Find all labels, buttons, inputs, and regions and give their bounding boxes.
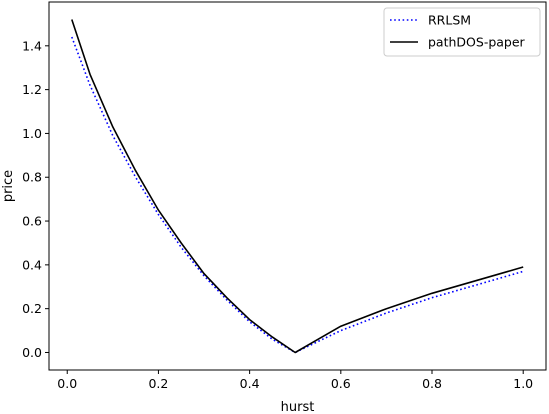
x-tick-label: 0.4 bbox=[240, 376, 260, 391]
y-tick-label: 0.6 bbox=[22, 214, 42, 229]
legend-box bbox=[383, 7, 541, 57]
y-tick-label: 1.0 bbox=[22, 126, 42, 141]
x-tick-label: 0.2 bbox=[148, 376, 168, 391]
legend-label-1: RRLSM bbox=[428, 13, 471, 28]
y-axis: 0.0 0.2 0.4 0.6 0.8 1.0 1.2 1.4 bbox=[22, 38, 49, 360]
y-tick-label: 0.2 bbox=[22, 301, 42, 316]
y-tick-label: 0.4 bbox=[22, 257, 42, 272]
y-tick-label: 1.4 bbox=[22, 38, 42, 53]
plot-area bbox=[71, 19, 524, 354]
axes-frame bbox=[48, 1, 547, 371]
y-axis-label: price bbox=[1, 170, 16, 202]
x-tick-label: 0.0 bbox=[57, 376, 77, 391]
series-line-2 bbox=[71, 19, 524, 354]
y-tick-label: 0.0 bbox=[22, 345, 42, 360]
series-line-1 bbox=[71, 36, 524, 354]
y-tick-label: 1.2 bbox=[22, 82, 42, 97]
x-tick-label: 0.6 bbox=[331, 376, 351, 391]
legend: RRLSM pathDOS-paper bbox=[383, 7, 541, 57]
x-tick-label: 0.8 bbox=[422, 376, 442, 391]
x-axis-label: hurst bbox=[281, 400, 315, 414]
x-tick-label: 1.0 bbox=[513, 376, 533, 391]
x-axis: 0.0 0.2 0.4 0.6 0.8 1.0 bbox=[57, 370, 533, 391]
legend-label-2: pathDOS-paper bbox=[428, 35, 526, 50]
y-tick-label: 0.8 bbox=[22, 170, 42, 185]
